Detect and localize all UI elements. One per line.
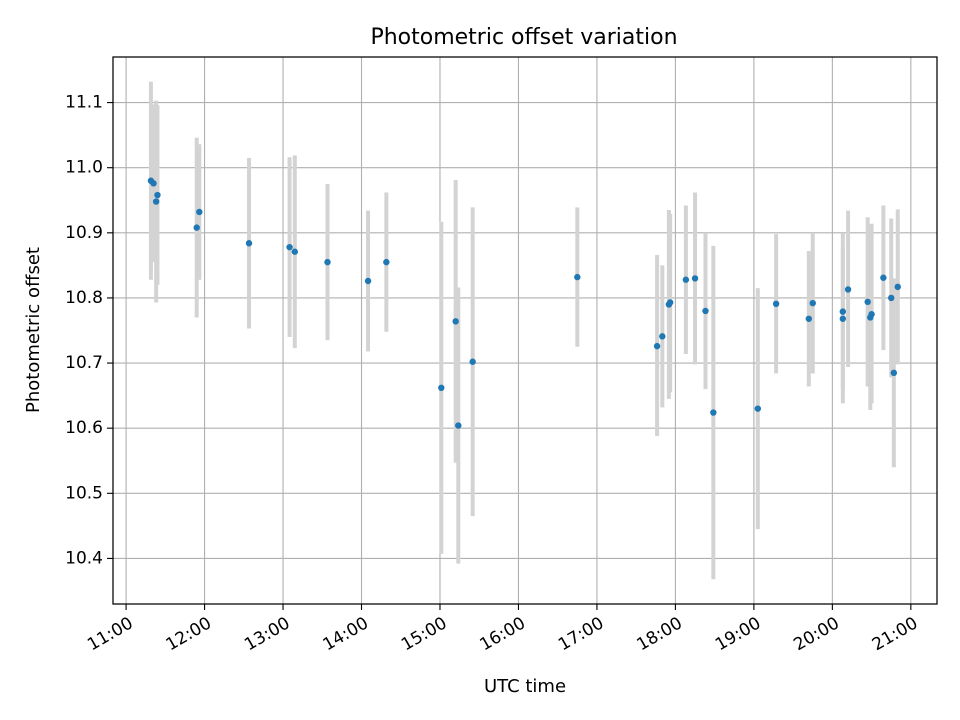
y-tick-label: 10.4 [65,548,103,568]
plot-frame [112,56,938,605]
data-point [659,333,666,340]
y-tick-label: 11.1 [65,93,103,113]
data-point [754,405,762,412]
y-tick-label: 11.0 [65,158,103,178]
chart-title: Photometric offset variation [370,25,677,50]
data-point [152,198,160,205]
data-point [888,294,895,302]
data-point [653,342,661,350]
y-tick-label: 10.9 [65,223,103,243]
data-point [710,409,717,416]
grid-layer [113,57,937,604]
data-point [196,208,203,216]
data-point [809,299,816,307]
data-point [245,240,253,247]
data-point [150,180,157,187]
data-point [772,300,780,308]
x-axis-label: UTC time [484,676,566,697]
y-axis-label: Photometric offset [23,247,44,413]
data-point [890,369,898,377]
y-tick-label: 10.5 [65,483,103,503]
data-point [383,258,390,266]
data-point [286,243,293,251]
data-point [193,224,200,231]
data-point [880,274,887,281]
data-point [868,311,875,318]
data-point [864,298,871,306]
data-point [691,275,699,282]
data-point [364,277,372,285]
data-point [666,299,674,306]
data-point [839,315,847,322]
data-point [844,286,852,293]
data-point [574,273,581,281]
data-point [839,308,847,315]
data-point [805,315,813,322]
data-point [702,307,709,315]
y-tick-label: 10.6 [65,418,103,438]
data-point [452,318,459,325]
y-tick-label: 10.8 [65,288,103,308]
y-tick-label: 10.7 [65,353,103,373]
data-point [682,276,690,283]
point-layer [147,177,901,429]
data-point [894,283,901,291]
data-point [324,258,331,266]
data-point [469,358,476,365]
data-point [455,422,462,429]
data-point [291,248,299,255]
data-point [438,384,445,392]
data-point [154,191,161,199]
